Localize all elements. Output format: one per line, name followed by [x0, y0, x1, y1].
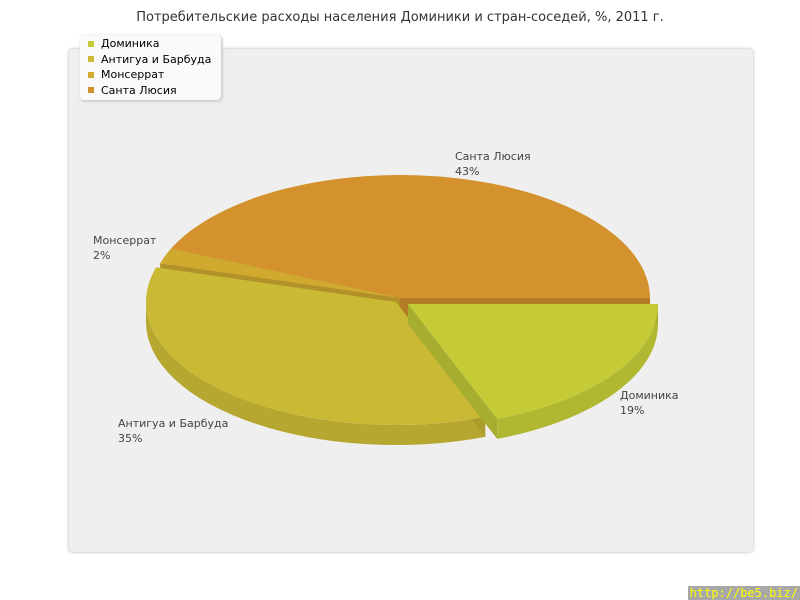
data-label: Санта Люсия 43%	[455, 149, 531, 179]
watermark-link[interactable]: http://be5.biz/	[687, 586, 800, 600]
data-label-name: Санта Люсия	[455, 150, 531, 163]
data-label-name: Антигуа и Барбуда	[118, 417, 229, 430]
data-label: Антигуа и Барбуда 35%	[118, 416, 228, 446]
legend-label: Доминика	[101, 37, 160, 51]
data-label-value: 2%	[93, 249, 111, 262]
pie-slice-0[interactable]	[408, 304, 658, 419]
data-label-name: Монсеррат	[93, 234, 157, 247]
chart-title: Потребительские расходы населения Домини…	[136, 10, 664, 25]
legend-item[interactable]: Санта Люсия	[88, 83, 211, 99]
legend-label: Монсеррат	[101, 68, 165, 82]
legend-item[interactable]: Доминика	[88, 36, 211, 52]
pie-slice-1[interactable]	[146, 267, 486, 425]
slice-side	[146, 302, 486, 445]
legend-item[interactable]: Антигуа и Барбуда	[88, 52, 211, 68]
data-label-value: 35%	[118, 432, 143, 445]
legend-label: Санта Люсия	[101, 83, 177, 97]
legend-swatch	[88, 56, 94, 63]
data-label-value: 43%	[455, 165, 480, 178]
legend-swatch	[88, 40, 94, 47]
data-label-name: Доминика	[620, 389, 679, 402]
legend-item[interactable]: Монсеррат	[88, 67, 211, 83]
legend-swatch	[88, 87, 94, 94]
slice-cut	[408, 304, 498, 439]
pie-slice-2[interactable]	[160, 248, 400, 298]
data-label: Доминика 19%	[620, 388, 679, 418]
slice-side	[497, 304, 658, 439]
legend-swatch	[88, 71, 94, 78]
legend: Доминика Антигуа и Барбуда Монсеррат Санта …	[80, 35, 222, 100]
data-label: Монсеррат 2%	[93, 233, 156, 263]
pie-slice-3[interactable]	[170, 174, 650, 298]
legend-label: Антигуа и Барбуда	[101, 52, 212, 66]
data-label-value: 19%	[620, 404, 645, 417]
